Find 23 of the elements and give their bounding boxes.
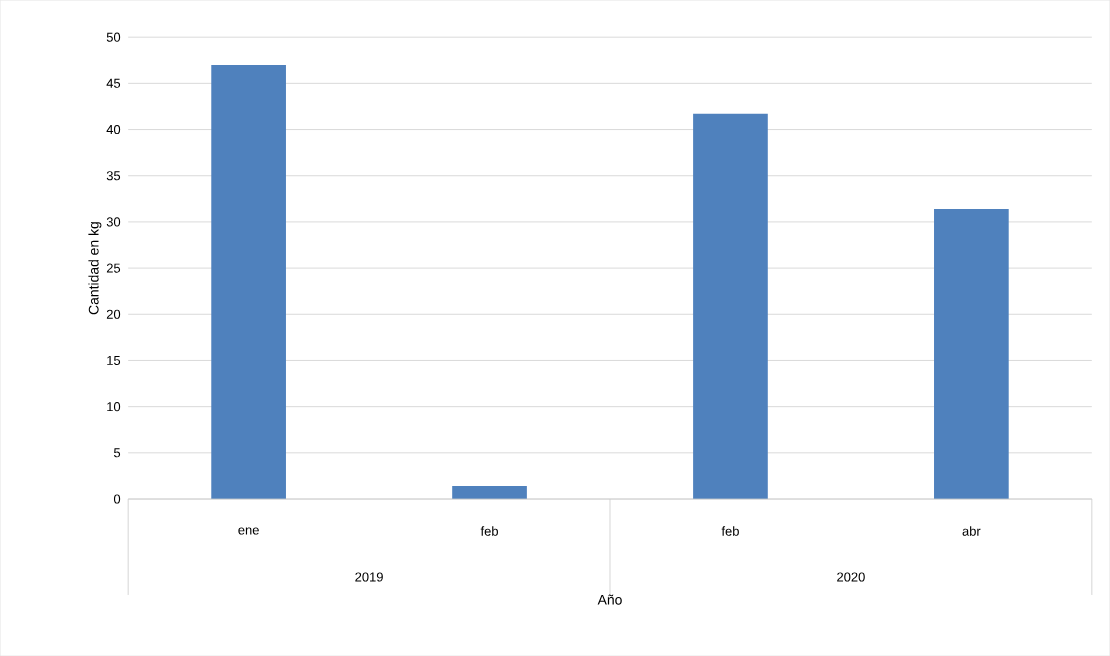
- y-tick-label: 15: [107, 355, 121, 365]
- bar: [211, 64, 286, 499]
- text: 2019: [355, 572, 383, 582]
- x-axis-title: Año: [597, 594, 622, 605]
- y-tick-label: 20: [106, 309, 121, 319]
- y-tick-label: 10: [107, 401, 121, 412]
- bar: [693, 113, 768, 499]
- y-tick-label: 30: [106, 217, 121, 227]
- y-tick-label: 25: [106, 263, 121, 273]
- y-tick-label: 5: [113, 448, 121, 458]
- text: 2020: [837, 572, 865, 582]
- y-tick-label: 40: [106, 124, 121, 135]
- y-tick-label: 35: [106, 171, 121, 181]
- x-tick-label: ene: [238, 527, 259, 535]
- y-tick-label: 50: [106, 32, 121, 42]
- y-axis-title: Cantidad en kg: [88, 222, 102, 315]
- y-tick-label: 45: [106, 78, 121, 88]
- bar: [452, 486, 527, 499]
- x-tick-label: abr: [962, 526, 981, 536]
- x-tick-label: feb: [480, 526, 498, 536]
- y-tick-label: 0: [113, 494, 121, 504]
- bar: [934, 208, 1009, 499]
- x-tick-label: feb: [721, 526, 739, 536]
